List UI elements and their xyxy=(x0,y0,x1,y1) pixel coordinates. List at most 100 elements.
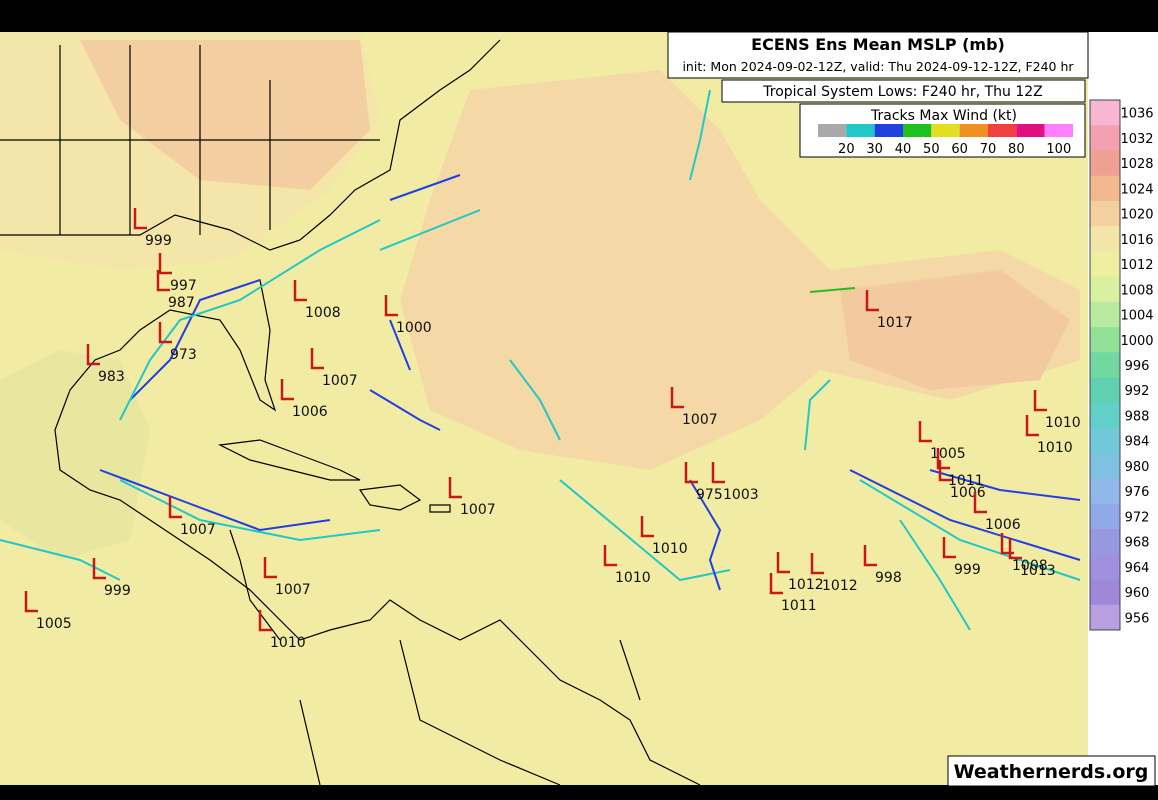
low-pressure-label: 998 xyxy=(875,570,902,586)
low-marker xyxy=(640,516,654,538)
low-marker xyxy=(810,553,824,575)
low-marker xyxy=(1000,533,1014,555)
watermark-box xyxy=(947,755,1156,787)
colorbar-label: 1032 xyxy=(1120,132,1153,147)
colorbar-band xyxy=(1090,125,1120,151)
low-marker xyxy=(92,558,106,580)
low-pressure-label: 1007 xyxy=(460,502,496,518)
colorbar-band xyxy=(1090,402,1120,429)
header-title: ECENS Ens Mean MSLP (mb) xyxy=(751,35,1005,54)
colorbar-band xyxy=(1090,428,1120,454)
low-marker xyxy=(711,462,725,484)
low-marker xyxy=(258,610,272,632)
low-marker xyxy=(863,545,877,567)
tracks-legend-title: Tracks Max Wind (kt) xyxy=(870,108,1017,124)
colorbar-label: 968 xyxy=(1125,536,1150,551)
colorbar-band xyxy=(1090,377,1120,404)
low-pressure-label: 1006 xyxy=(950,485,986,501)
low-pressure-label: 999 xyxy=(145,233,172,249)
low-marker xyxy=(448,477,462,499)
low-marker xyxy=(865,290,879,312)
storm-tracks xyxy=(0,89,1081,631)
low-marker xyxy=(263,557,277,579)
top-bar xyxy=(0,0,1158,32)
colorbar-band xyxy=(1090,327,1120,353)
colorbar-band xyxy=(1090,200,1120,227)
low-pressure-label: 999 xyxy=(104,583,131,599)
colorbar-label: 972 xyxy=(1125,510,1150,525)
land-region xyxy=(0,350,150,560)
legend-label: 100 xyxy=(1046,142,1071,157)
colorbar-label: 1024 xyxy=(1120,182,1153,197)
low-marker xyxy=(603,545,617,567)
low-pressure-label: 973 xyxy=(170,347,197,363)
low-pressure-label: 983 xyxy=(98,369,125,385)
low-pressure-label: 999 xyxy=(954,562,981,578)
low-marker xyxy=(918,421,932,443)
legend-label: 20 xyxy=(838,142,855,157)
colorbar-band xyxy=(1090,175,1120,202)
low-pressure-label: 1011 xyxy=(948,473,984,489)
high-pressure-area xyxy=(840,270,1070,390)
low-pressure-label: 1007 xyxy=(322,373,358,389)
low-pressure-label: 1012 xyxy=(788,577,824,593)
low-pressure-label: 1010 xyxy=(270,635,306,651)
low-pressure-label: 997 xyxy=(170,278,197,294)
low-marker xyxy=(776,552,790,574)
legend-label: 80 xyxy=(1008,142,1025,157)
legend-swatch xyxy=(846,124,875,137)
colorbar-label: 980 xyxy=(1125,460,1150,475)
legend-swatch xyxy=(959,124,988,137)
tropical-box xyxy=(721,79,1086,103)
low-pressure-label: 1017 xyxy=(877,315,913,331)
legend-swatch xyxy=(874,124,903,137)
low-marker xyxy=(936,448,950,470)
legend-label: 50 xyxy=(923,142,940,157)
colorbar-label: 1012 xyxy=(1120,258,1153,273)
low-marker xyxy=(310,348,324,370)
bottom-bar xyxy=(0,785,1158,800)
low-marker xyxy=(133,208,147,230)
colorbar-label: 956 xyxy=(1125,611,1150,626)
low-pressure-label: 975 xyxy=(696,487,723,503)
colorbar-label: 976 xyxy=(1125,485,1150,500)
colorbar-band xyxy=(1090,276,1120,303)
low-marker xyxy=(24,591,38,613)
low-pressure-label: 1005 xyxy=(930,446,966,462)
colorbar-band xyxy=(1090,251,1120,278)
low-marker xyxy=(86,344,100,366)
colorbar-label: 1020 xyxy=(1120,208,1153,223)
colorbar-band xyxy=(1090,503,1120,530)
colorbar-label: 988 xyxy=(1125,409,1150,424)
colorbar-band xyxy=(1090,352,1120,379)
colorbar-label: 1004 xyxy=(1120,309,1153,324)
low-marker xyxy=(384,295,398,317)
low-marker xyxy=(973,492,987,514)
colorbar-band xyxy=(1090,604,1120,631)
legend-label: 40 xyxy=(895,142,912,157)
low-pressure-label: 1007 xyxy=(275,582,311,598)
tracks-legend: 20 30 40 50 60 70 80 100 xyxy=(818,124,1073,157)
low-marker xyxy=(168,497,182,519)
low-marker xyxy=(769,573,783,595)
low-marker xyxy=(670,387,684,409)
header-subtitle: init: Mon 2024-09-02-12Z, valid: Thu 202… xyxy=(682,59,1074,74)
low-marker xyxy=(1033,390,1047,412)
low-marker xyxy=(1008,538,1022,560)
colorbar-band xyxy=(1090,301,1120,328)
colorbar-label: 1028 xyxy=(1120,157,1153,172)
low-pressure-label: 1010 xyxy=(1037,440,1073,456)
low-pressure-label: 1011 xyxy=(781,598,817,614)
legend-swatch xyxy=(988,124,1017,137)
colorbar-label: 984 xyxy=(1125,435,1150,450)
low-pressure-label: 1013 xyxy=(1020,563,1056,579)
legend-swatch xyxy=(1044,124,1073,137)
colorbar-band xyxy=(1090,453,1120,480)
legend-swatch xyxy=(931,124,960,137)
colorbar-frame xyxy=(1089,99,1121,631)
colorbar-label: 964 xyxy=(1125,561,1150,576)
colorbar-label: 1036 xyxy=(1120,107,1153,122)
